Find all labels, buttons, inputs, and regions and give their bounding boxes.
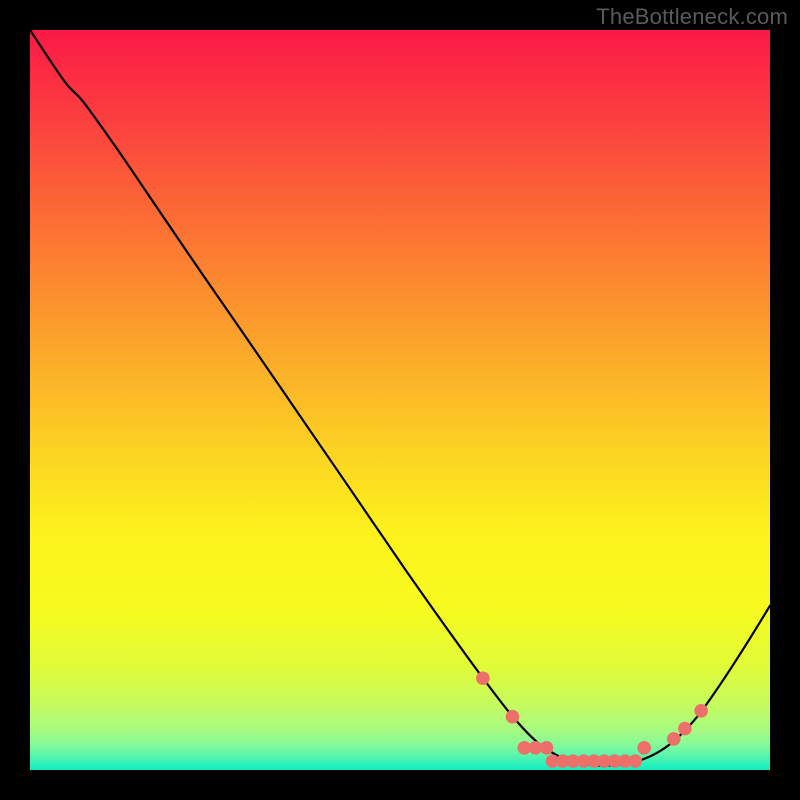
data-marker: [540, 741, 554, 755]
data-marker: [667, 732, 681, 746]
data-marker: [637, 741, 651, 755]
data-marker: [678, 722, 692, 736]
gradient-background: [30, 30, 770, 770]
plot-area: [30, 30, 770, 770]
data-marker: [629, 754, 643, 768]
chart-svg: [30, 30, 770, 770]
data-marker: [506, 710, 520, 724]
watermark-text: TheBottleneck.com: [596, 4, 788, 30]
data-marker: [694, 704, 708, 718]
chart-frame: TheBottleneck.com: [0, 0, 800, 800]
data-marker: [476, 671, 490, 685]
